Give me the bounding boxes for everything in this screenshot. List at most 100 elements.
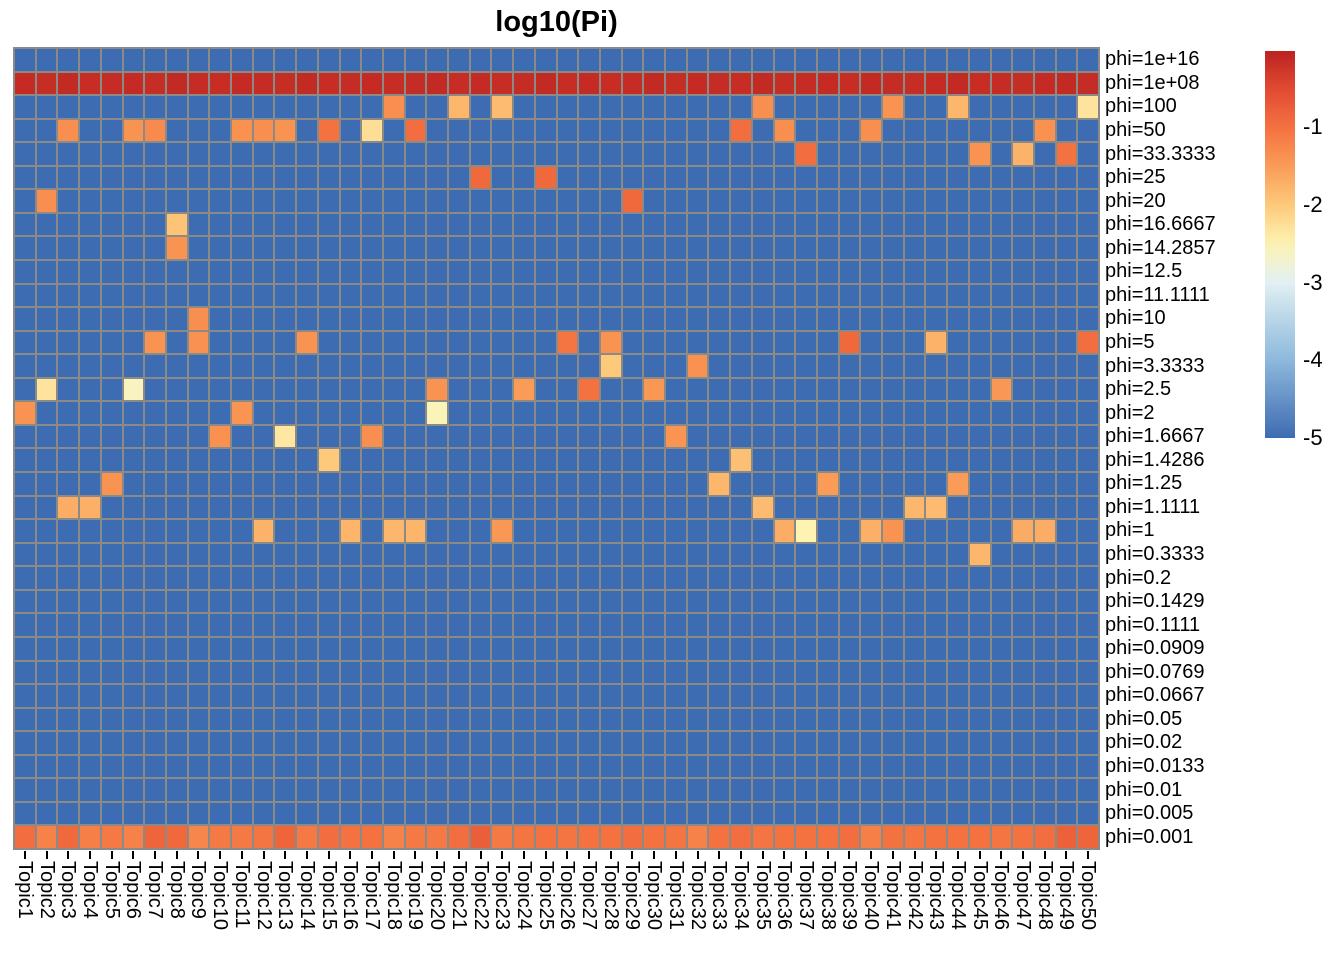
heatmap-cell bbox=[644, 567, 664, 589]
heatmap-cell bbox=[36, 732, 57, 754]
heatmap-cell bbox=[709, 331, 730, 354]
x-axis-label: Topic28 bbox=[599, 861, 622, 930]
heatmap-cell bbox=[297, 143, 317, 165]
heatmap-cell bbox=[36, 143, 57, 165]
heatmap-cell bbox=[600, 143, 621, 165]
heatmap-cell bbox=[1034, 685, 1055, 707]
heatmap-cell bbox=[557, 49, 578, 71]
heatmap-cell bbox=[80, 284, 100, 307]
heatmap-cell bbox=[579, 331, 599, 354]
heatmap-cell bbox=[340, 708, 361, 731]
heatmap-cell bbox=[188, 425, 209, 448]
heatmap-cell bbox=[36, 331, 57, 354]
heatmap-cell bbox=[709, 402, 730, 424]
heatmap-cell bbox=[904, 166, 925, 189]
heatmap-cell bbox=[362, 685, 382, 707]
heatmap-cell bbox=[275, 520, 296, 542]
heatmap-cell bbox=[1034, 425, 1055, 448]
heatmap-cell bbox=[883, 119, 903, 142]
heatmap-cell bbox=[579, 637, 599, 660]
heatmap-cell bbox=[232, 520, 252, 542]
heatmap-cell bbox=[687, 802, 708, 825]
heatmap-cell bbox=[383, 590, 404, 613]
heatmap-cell bbox=[188, 779, 209, 801]
heatmap-cell bbox=[796, 449, 816, 472]
x-tick bbox=[522, 851, 525, 859]
heatmap-cell bbox=[1013, 590, 1033, 613]
heatmap-cell bbox=[253, 779, 274, 801]
heatmap-cell bbox=[514, 308, 534, 330]
heatmap-cell bbox=[1013, 213, 1033, 236]
heatmap-cell bbox=[557, 637, 578, 660]
heatmap-cell bbox=[535, 237, 556, 260]
x-tick bbox=[392, 851, 395, 859]
heatmap-cell bbox=[1034, 614, 1055, 636]
y-axis-label: phi=1e+08 bbox=[1105, 71, 1200, 94]
heatmap-cell bbox=[861, 213, 881, 236]
heatmap-cell bbox=[514, 520, 534, 542]
heatmap-cell bbox=[969, 567, 990, 589]
heatmap-cell bbox=[948, 520, 968, 542]
heatmap-cell bbox=[709, 190, 730, 212]
chart-title: log10(Pi) bbox=[495, 6, 618, 38]
heatmap-cell bbox=[883, 520, 903, 542]
heatmap-cell bbox=[883, 402, 903, 424]
heatmap-cell bbox=[948, 378, 968, 401]
heatmap-cell bbox=[752, 449, 773, 472]
heatmap-cell bbox=[166, 72, 187, 95]
heatmap-cell bbox=[557, 261, 578, 283]
heatmap-cell bbox=[817, 425, 838, 448]
heatmap-cell bbox=[1013, 143, 1033, 165]
heatmap-cell bbox=[969, 213, 990, 236]
heatmap-cell bbox=[731, 331, 751, 354]
heatmap-cell bbox=[253, 732, 274, 754]
heatmap-cell bbox=[774, 284, 795, 307]
heatmap-cell bbox=[470, 779, 491, 801]
heatmap-cell bbox=[1078, 143, 1098, 165]
heatmap-cell bbox=[622, 543, 643, 566]
heatmap-cell bbox=[666, 331, 686, 354]
heatmap-cell bbox=[731, 261, 751, 283]
heatmap-cell bbox=[1078, 355, 1098, 377]
heatmap-cell bbox=[969, 308, 990, 330]
heatmap-cell bbox=[926, 237, 947, 260]
heatmap-cell bbox=[817, 166, 838, 189]
heatmap-cell bbox=[15, 96, 35, 118]
heatmap-cell bbox=[492, 779, 513, 801]
heatmap-cell bbox=[666, 49, 686, 71]
heatmap-cell bbox=[861, 496, 881, 519]
heatmap-cell bbox=[210, 779, 230, 801]
heatmap-cell bbox=[297, 567, 317, 589]
x-tick bbox=[305, 851, 308, 859]
heatmap-cell bbox=[535, 637, 556, 660]
x-tick bbox=[761, 851, 764, 859]
heatmap-cell bbox=[297, 331, 317, 354]
heatmap-cell bbox=[600, 779, 621, 801]
x-tick bbox=[544, 851, 547, 859]
heatmap-cell bbox=[1056, 802, 1077, 825]
x-tick bbox=[609, 851, 612, 859]
heatmap-cell bbox=[622, 284, 643, 307]
heatmap-cell bbox=[1034, 72, 1055, 95]
heatmap-cell bbox=[1056, 779, 1077, 801]
heatmap-cell bbox=[101, 213, 122, 236]
heatmap-cell bbox=[514, 119, 534, 142]
heatmap-cell bbox=[926, 190, 947, 212]
heatmap-cell bbox=[883, 732, 903, 754]
heatmap-cell bbox=[817, 802, 838, 825]
heatmap-cell bbox=[969, 72, 990, 95]
heatmap-cell bbox=[687, 473, 708, 495]
heatmap-cell bbox=[687, 637, 708, 660]
heatmap-cell bbox=[232, 213, 252, 236]
heatmap-cell bbox=[1034, 779, 1055, 801]
heatmap-cell bbox=[492, 708, 513, 731]
heatmap-cell bbox=[1056, 402, 1077, 424]
heatmap-cell bbox=[470, 425, 491, 448]
heatmap-cell bbox=[557, 732, 578, 754]
heatmap-cell bbox=[449, 637, 469, 660]
heatmap-cell bbox=[644, 802, 664, 825]
heatmap-cell bbox=[557, 143, 578, 165]
heatmap-cell bbox=[427, 826, 447, 848]
heatmap-cell bbox=[427, 190, 447, 212]
heatmap-cell bbox=[535, 543, 556, 566]
